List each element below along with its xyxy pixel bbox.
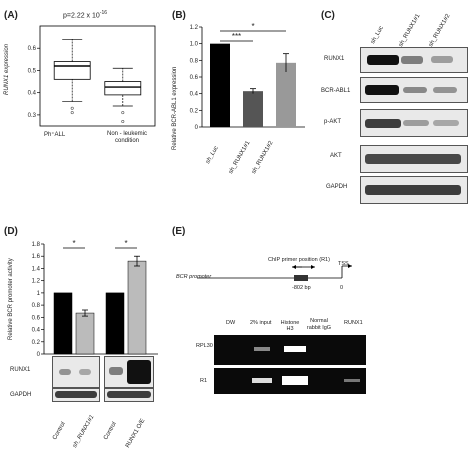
y-tick-label: 1.6	[32, 254, 41, 260]
box	[104, 81, 142, 96]
panel-e-gel-r1	[214, 368, 366, 394]
panel-c-row-bcrabl1: BCR-ABL1	[321, 88, 351, 94]
panel-d-blot-gapdh-left	[52, 388, 100, 402]
panel-d-blot-label-runx1: RUNX1	[10, 367, 31, 373]
panel-a-group-1: Ph⁺ALL	[44, 132, 66, 138]
bar	[127, 260, 147, 355]
panel-c-blot-gapdh	[360, 176, 468, 204]
y-tick-label: 1	[37, 291, 41, 297]
panel-d-xlabel-2: sh_RUNX1#1	[72, 414, 96, 449]
y-tick-label: 0	[37, 352, 41, 358]
panel-c-blot-pakt	[360, 109, 468, 137]
panel-b-xlabel-3: sh_RUNX1#2	[251, 140, 275, 175]
panel-e-lane-h3: Histone H3	[280, 320, 300, 332]
panel-a-pvalue: p=2.22 x 10-16	[63, 10, 107, 19]
panel-e-promoter-label: BCR promoter	[176, 274, 212, 280]
panel-c-row-gapdh: GAPDH	[326, 184, 348, 190]
y-tick-label: 0.6	[32, 315, 41, 321]
panel-e-gel-rpl30	[214, 335, 366, 365]
outlier-point	[70, 106, 74, 110]
panel-c-blot-akt	[360, 145, 468, 173]
panel-d-blot-runx1-right	[104, 356, 154, 388]
y-tick-label: 0.4	[32, 328, 41, 334]
panel-e-pos2: 0	[340, 285, 344, 291]
panel-e-lane-runx1: RUNX1	[344, 320, 363, 326]
panel-d-xlabel-4: RUNX1 O/E	[125, 417, 147, 449]
y-tick-label: 0	[195, 125, 199, 130]
panel-a-label: (A)	[4, 10, 18, 21]
y-tick-label: 0.6	[28, 46, 37, 52]
outlier-point	[70, 111, 74, 115]
box	[53, 61, 91, 80]
outlier-point	[121, 111, 125, 115]
pvalue-text: p=2.22 x 10	[63, 12, 100, 20]
y-tick-label: 0.3	[28, 113, 37, 119]
panel-e-pos1: -802 bp	[292, 285, 311, 291]
bar	[53, 292, 73, 355]
sig-label: *	[124, 239, 127, 248]
panel-c-label: (C)	[321, 10, 335, 21]
panel-b-barchart: 00.20.40.60.81.01.2****	[190, 22, 305, 130]
panel-b-ylabel: Relative BCR-ABL1 expression	[172, 66, 178, 150]
panel-e-lane-input: 2% input	[250, 320, 272, 326]
y-tick-label: 0.4	[28, 91, 37, 97]
panel-e-promoter-diagram	[197, 264, 352, 281]
y-tick-label: 0.2	[190, 108, 199, 114]
panel-c-blot-bcrabl1	[360, 77, 468, 103]
panel-c-lane-3: sh_RUNX1#2	[428, 13, 452, 49]
panel-d-blot-gapdh-right	[104, 388, 154, 402]
panel-d-label: (D)	[4, 226, 18, 237]
panel-e-label: (E)	[172, 226, 186, 237]
panel-b-label: (B)	[172, 10, 186, 21]
sig-label: *	[251, 22, 254, 31]
panel-e-lane-igg: Normal rabbit IgG	[306, 318, 332, 331]
panel-c-blot-runx1	[360, 47, 468, 73]
bar	[105, 292, 125, 355]
panel-e-primer-label: ChIP primer position (R1)	[268, 257, 330, 263]
bar	[276, 62, 296, 128]
sig-label: *	[72, 239, 75, 248]
bar	[75, 312, 95, 355]
y-tick-label: 0.4	[190, 92, 199, 98]
y-tick-label: 0.8	[190, 58, 199, 64]
bar	[210, 43, 230, 127]
panel-c-row-akt: AKT	[330, 153, 342, 159]
panel-d-blot-label-gapdh: GAPDH	[10, 392, 32, 398]
panel-c-lane-2: sh_RUNX1#1	[398, 13, 422, 49]
panel-d-ylabel: Relative BCR promoter activity	[8, 258, 14, 340]
sig-label: ***	[232, 32, 241, 41]
panel-e-row-rpl30: RPL30	[196, 343, 213, 349]
panel-b-xlabel-2: sh_RUNX1#1	[228, 140, 252, 175]
y-tick-label: 1.8	[32, 242, 41, 248]
bar	[243, 91, 263, 127]
panel-e-tss: TSS	[338, 261, 349, 267]
panel-d-xlabel-1: Control	[52, 421, 67, 441]
panel-b-xlabel-1: sh_Luc	[205, 145, 220, 165]
y-tick-label: 1.0	[190, 42, 199, 48]
panel-c-row-runx1: RUNX1	[324, 56, 345, 62]
panel-a-boxplot: 0.3 0.4 0.5 0.6	[28, 25, 156, 127]
panel-e-row-r1: R1	[200, 378, 208, 384]
y-tick-label: 0.6	[190, 75, 199, 81]
y-tick-label: 1.2	[190, 25, 199, 31]
panel-c-row-pakt: p-AKT	[324, 119, 342, 125]
y-tick-label: 0.5	[28, 68, 37, 74]
y-tick-label: 1.4	[32, 266, 41, 272]
panel-d-barchart: 0 0.2 0.4 0.6 0.8 1 1.2 1.4 1.6 1.8 * *	[32, 239, 158, 358]
y-tick-label: 0.2	[32, 340, 41, 346]
pvalue-exponent: -16	[99, 10, 108, 16]
y-tick-label: 0.8	[32, 303, 41, 309]
plot-frame	[39, 25, 156, 127]
primer-box	[294, 275, 308, 281]
panel-d-blot-runx1-left	[52, 356, 100, 388]
panel-d-xlabel-3: Control	[103, 421, 118, 441]
panel-a-group-2: Non - leukemic condition	[106, 131, 147, 144]
outlier-point	[121, 120, 125, 124]
y-tick-label: 1.2	[32, 279, 41, 285]
panel-e-lane-dw: DW	[226, 320, 236, 326]
panel-c-lane-1: sh_Luc	[370, 25, 385, 45]
